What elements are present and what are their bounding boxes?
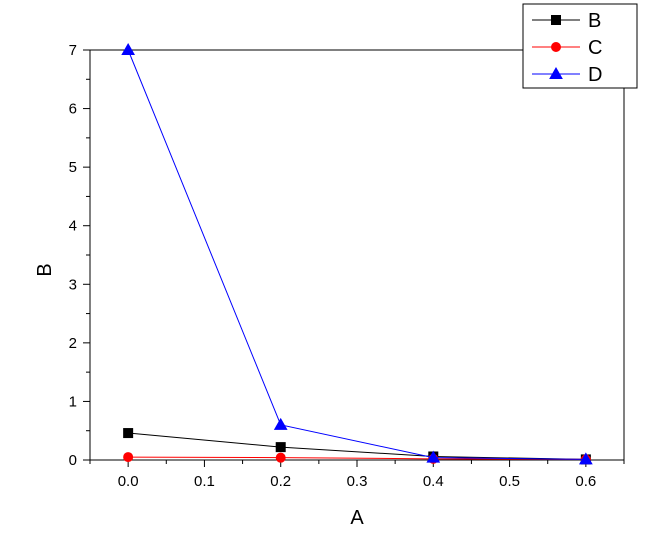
legend-marker [549,66,563,79]
legend-label: B [588,10,601,32]
legend-marker [551,42,561,52]
legend-box [522,3,638,89]
x-axis-ticks [89,460,625,467]
plot-frame [89,49,625,461]
series-line [127,49,586,460]
x-tick-label: 0.5 [499,473,520,490]
y-axis-ticks [83,49,90,461]
data-point [578,452,593,465]
data-point [273,417,288,430]
data-point [426,450,441,463]
y-axis-title: B [34,263,56,276]
legend-label: D [588,64,602,86]
x-tick-label: 0.6 [575,473,596,490]
data-point [121,42,136,55]
y-tick-label: 6 [69,101,77,118]
y-tick-label: 4 [69,218,77,235]
data-point [123,428,134,439]
data-point [275,442,286,453]
series-line [128,432,586,460]
legend-item-d: D [532,64,602,86]
x-axis-tick-labels: 0.0 0.1 0.2 0.3 0.4 0.5 0.6 [118,473,597,490]
y-tick-label: 0 [69,452,77,469]
y-tick-label: 5 [69,159,77,176]
legend-marker [551,15,561,25]
series-d [121,42,593,465]
y-tick-label: 2 [69,335,77,352]
y-tick-label: 3 [69,276,77,293]
series-layer [121,42,593,465]
x-tick-label: 0.4 [423,473,444,490]
x-tick-label: 0.2 [270,473,291,490]
x-tick-label: 0.1 [194,473,215,490]
legend-item-b: B [532,10,601,32]
legend-item-c: C [532,37,602,59]
y-tick-label: 7 [69,42,77,59]
x-axis-title: A [350,507,364,529]
data-point [275,452,286,463]
y-axis-tick-labels: 0 1 2 3 4 5 6 7 [69,42,77,469]
x-tick-label: 0.0 [118,473,139,490]
series-line [128,456,586,460]
x-tick-label: 0.3 [347,473,368,490]
data-point [123,452,134,463]
legend-label: C [588,37,602,59]
legend: BCD [522,3,638,89]
y-tick-label: 1 [69,393,77,410]
